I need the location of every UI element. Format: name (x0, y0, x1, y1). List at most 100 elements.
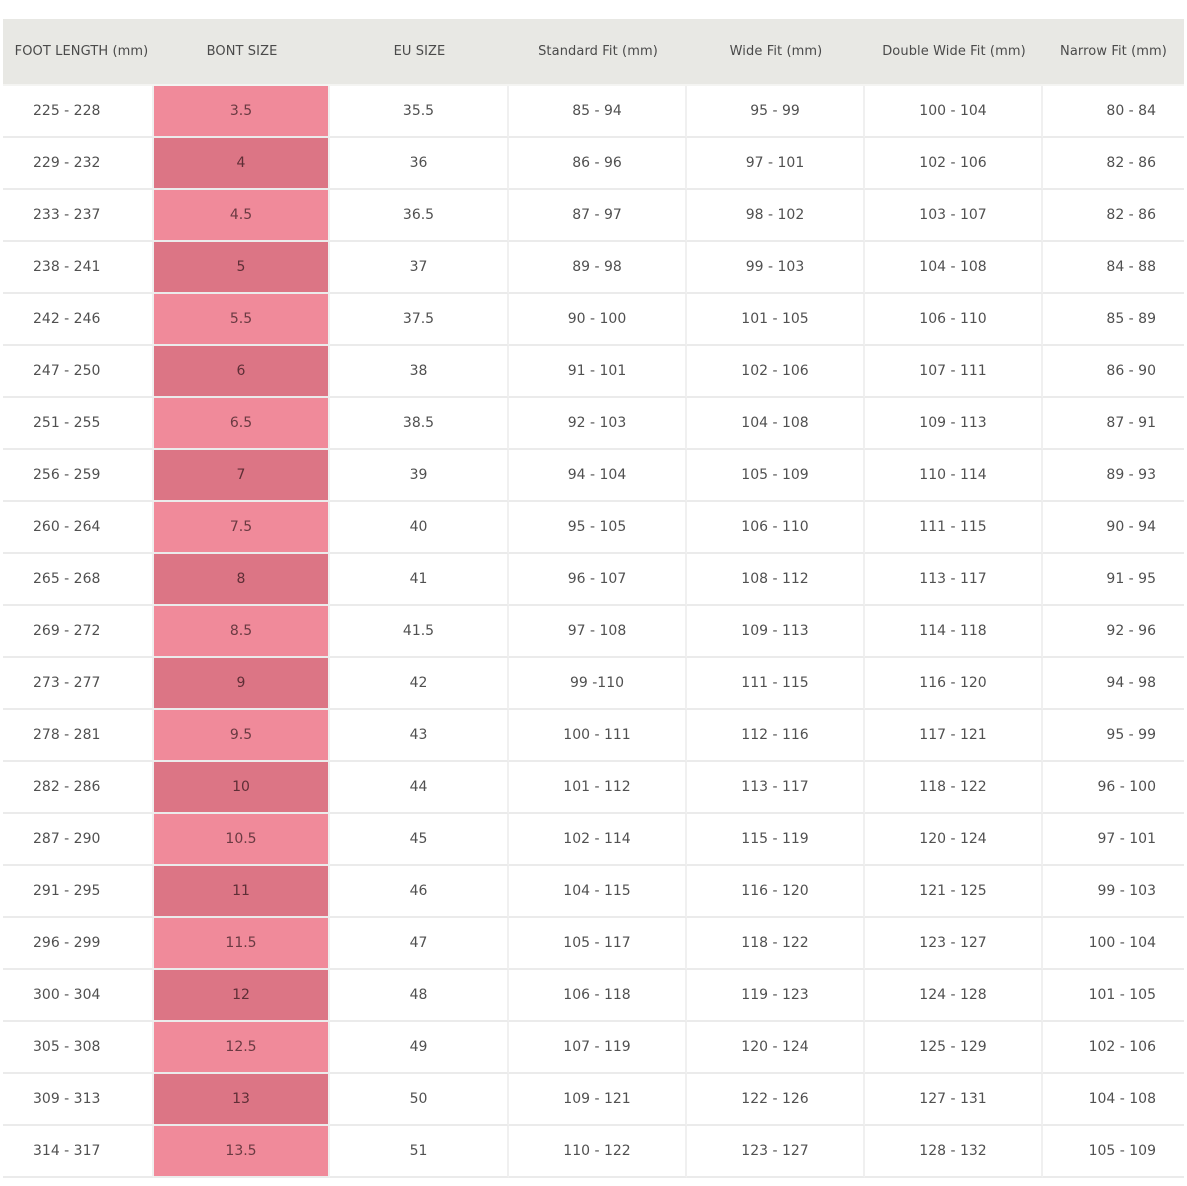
cell-double-wide-fit: 117 - 121 (865, 710, 1043, 762)
cell-foot-length: 305 - 308 (3, 1022, 154, 1074)
cell-standard-fit: 99 -110 (509, 658, 687, 710)
cell-foot-length: 256 - 259 (3, 450, 154, 502)
cell-standard-fit: 90 - 100 (509, 294, 687, 346)
cell-eu-size: 35.5 (330, 86, 509, 138)
cell-wide-fit: 118 - 122 (687, 918, 865, 970)
cell-foot-length: 309 - 313 (3, 1074, 154, 1126)
header-row: FOOT LENGTH (mm) BONT SIZE EU SIZE Stand… (3, 19, 1184, 86)
cell-double-wide-fit: 111 - 115 (865, 502, 1043, 554)
cell-standard-fit: 96 - 107 (509, 554, 687, 606)
cell-double-wide-fit: 125 - 129 (865, 1022, 1043, 1074)
table-row: 282 - 286 10 44 101 - 112 113 - 117 118 - 122… (3, 762, 1184, 814)
cell-bont-size: 9.5 (154, 710, 330, 762)
cell-standard-fit: 89 - 98 (509, 242, 687, 294)
cell-standard-fit: 109 - 121 (509, 1074, 687, 1126)
cell-foot-length: 242 - 246 (3, 294, 154, 346)
cell-eu-size: 40 (330, 502, 509, 554)
cell-wide-fit: 97 - 101 (687, 138, 865, 190)
cell-standard-fit: 92 - 103 (509, 398, 687, 450)
cell-standard-fit: 107 - 119 (509, 1022, 687, 1074)
cell-double-wide-fit: 102 - 106 (865, 138, 1043, 190)
table-row: 296 - 299 11.5 47 105 - 117 118 - 122 123 - 1… (3, 918, 1184, 970)
table-row: 233 - 237 4.5 36.5 87 - 97 98 - 102 103 - 107… (3, 190, 1184, 242)
cell-foot-length: 225 - 228 (3, 86, 154, 138)
cell-standard-fit: 100 - 111 (509, 710, 687, 762)
cell-bont-size: 11 (154, 866, 330, 918)
cell-foot-length: 260 - 264 (3, 502, 154, 554)
cell-narrow-fit: 96 - 100 (1043, 762, 1184, 814)
cell-standard-fit: 105 - 117 (509, 918, 687, 970)
cell-double-wide-fit: 124 - 128 (865, 970, 1043, 1022)
cell-narrow-fit: 82 - 86 (1043, 190, 1184, 242)
cell-bont-size: 9 (154, 658, 330, 710)
cell-bont-size: 5 (154, 242, 330, 294)
cell-wide-fit: 104 - 108 (687, 398, 865, 450)
cell-eu-size: 44 (330, 762, 509, 814)
header-bont-size: BONT SIZE (154, 19, 330, 86)
cell-bont-size: 13.5 (154, 1126, 330, 1178)
table-row: 300 - 304 12 48 106 - 118 119 - 123 124 - 128… (3, 970, 1184, 1022)
cell-foot-length: 314 - 317 (3, 1126, 154, 1178)
table-row: 229 - 232 4 36 86 - 96 97 - 101 102 - 106 82 -… (3, 138, 1184, 190)
cell-narrow-fit: 99 - 103 (1043, 866, 1184, 918)
cell-wide-fit: 95 - 99 (687, 86, 865, 138)
cell-eu-size: 46 (330, 866, 509, 918)
cell-bont-size: 5.5 (154, 294, 330, 346)
cell-foot-length: 273 - 277 (3, 658, 154, 710)
table-body: 225 - 228 3.5 35.5 85 - 94 95 - 99 100 - 104 8… (3, 86, 1184, 1178)
cell-narrow-fit: 90 - 94 (1043, 502, 1184, 554)
cell-double-wide-fit: 113 - 117 (865, 554, 1043, 606)
table-row: 265 - 268 8 41 96 - 107 108 - 112 113 - 117 91… (3, 554, 1184, 606)
cell-double-wide-fit: 103 - 107 (865, 190, 1043, 242)
table-row: 251 - 255 6.5 38.5 92 - 103 104 - 108 109 - 1… (3, 398, 1184, 450)
cell-bont-size: 7.5 (154, 502, 330, 554)
cell-double-wide-fit: 109 - 113 (865, 398, 1043, 450)
cell-wide-fit: 113 - 117 (687, 762, 865, 814)
cell-eu-size: 41 (330, 554, 509, 606)
cell-standard-fit: 87 - 97 (509, 190, 687, 242)
header-narrow-fit: Narrow Fit (mm) (1043, 19, 1184, 86)
cell-narrow-fit: 97 - 101 (1043, 814, 1184, 866)
cell-eu-size: 50 (330, 1074, 509, 1126)
cell-wide-fit: 98 - 102 (687, 190, 865, 242)
cell-foot-length: 291 - 295 (3, 866, 154, 918)
cell-standard-fit: 102 - 114 (509, 814, 687, 866)
cell-bont-size: 12 (154, 970, 330, 1022)
cell-foot-length: 265 - 268 (3, 554, 154, 606)
table-row: 278 - 281 9.5 43 100 - 111 112 - 116 117 - 12… (3, 710, 1184, 762)
cell-narrow-fit: 82 - 86 (1043, 138, 1184, 190)
cell-foot-length: 300 - 304 (3, 970, 154, 1022)
header-foot-length: FOOT LENGTH (mm) (3, 19, 154, 86)
cell-narrow-fit: 94 - 98 (1043, 658, 1184, 710)
cell-double-wide-fit: 121 - 125 (865, 866, 1043, 918)
cell-eu-size: 43 (330, 710, 509, 762)
cell-standard-fit: 94 - 104 (509, 450, 687, 502)
cell-wide-fit: 122 - 126 (687, 1074, 865, 1126)
cell-bont-size: 8.5 (154, 606, 330, 658)
table-row: 242 - 246 5.5 37.5 90 - 100 101 - 105 106 - 1… (3, 294, 1184, 346)
cell-double-wide-fit: 106 - 110 (865, 294, 1043, 346)
cell-standard-fit: 95 - 105 (509, 502, 687, 554)
cell-double-wide-fit: 104 - 108 (865, 242, 1043, 294)
cell-bont-size: 12.5 (154, 1022, 330, 1074)
cell-narrow-fit: 86 - 90 (1043, 346, 1184, 398)
table-row: 269 - 272 8.5 41.5 97 - 108 109 - 113 114 - 1… (3, 606, 1184, 658)
cell-eu-size: 47 (330, 918, 509, 970)
cell-narrow-fit: 100 - 104 (1043, 918, 1184, 970)
cell-eu-size: 37 (330, 242, 509, 294)
cell-double-wide-fit: 120 - 124 (865, 814, 1043, 866)
cell-wide-fit: 101 - 105 (687, 294, 865, 346)
cell-narrow-fit: 104 - 108 (1043, 1074, 1184, 1126)
cell-double-wide-fit: 127 - 131 (865, 1074, 1043, 1126)
cell-double-wide-fit: 100 - 104 (865, 86, 1043, 138)
cell-eu-size: 51 (330, 1126, 509, 1178)
cell-standard-fit: 85 - 94 (509, 86, 687, 138)
cell-wide-fit: 109 - 113 (687, 606, 865, 658)
cell-wide-fit: 120 - 124 (687, 1022, 865, 1074)
cell-foot-length: 251 - 255 (3, 398, 154, 450)
cell-narrow-fit: 87 - 91 (1043, 398, 1184, 450)
header-standard-fit: Standard Fit (mm) (509, 19, 687, 86)
table-row: 291 - 295 11 46 104 - 115 116 - 120 121 - 125… (3, 866, 1184, 918)
cell-eu-size: 36 (330, 138, 509, 190)
cell-bont-size: 4 (154, 138, 330, 190)
